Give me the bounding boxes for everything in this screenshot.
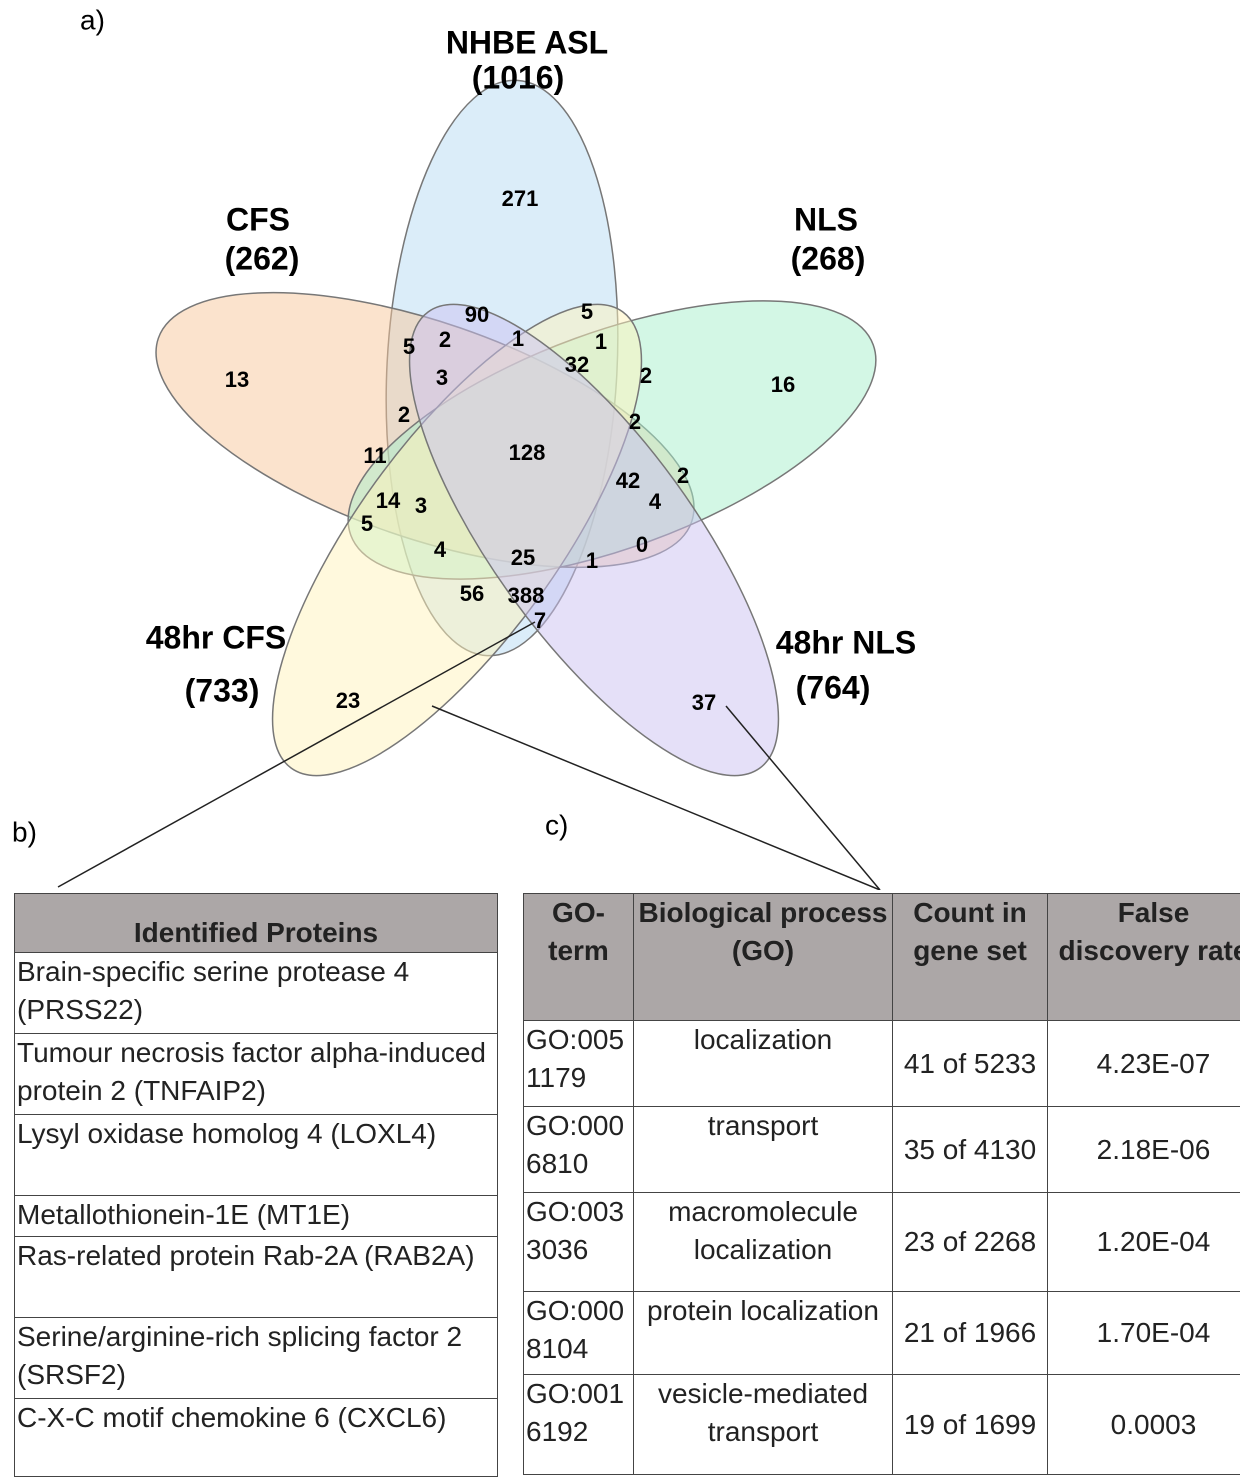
region-count: 32	[565, 352, 589, 377]
set-name: NLS	[794, 201, 858, 237]
go-cell: protein localization	[634, 1292, 893, 1375]
region-count: 5	[581, 299, 593, 324]
region-count: 2	[629, 409, 641, 434]
go-cell: 1.70E-04	[1048, 1292, 1240, 1375]
header-cell: False discovery rate	[1048, 894, 1240, 1021]
region-count: 23	[336, 688, 360, 713]
protein-cell: Metallothionein-1E (MT1E)	[15, 1196, 498, 1237]
go-cell: 23 of 2268	[893, 1193, 1048, 1292]
region-count: 16	[771, 372, 795, 397]
region-count: 5	[403, 334, 415, 359]
row: Metallothionein-1E (MT1E)	[15, 1196, 498, 1237]
protein-cell: Ras-related protein Rab-2A (RAB2A)	[15, 1237, 498, 1318]
panel-label: b)	[12, 816, 37, 847]
protein-cell: Serine/arginine-rich splicing factor 2 (…	[15, 1318, 498, 1399]
row: Brain-specific serine protease 4 (PRSS22…	[15, 953, 498, 1034]
go-cell: transport	[634, 1107, 893, 1193]
header-cell: Count in gene set	[893, 894, 1048, 1021]
set-name: NHBE ASL	[446, 24, 608, 60]
go-cell: 0.0003	[1048, 1375, 1240, 1475]
set-name: 48hr NLS	[776, 624, 916, 660]
region-count: 37	[692, 690, 716, 715]
region-count: 3	[415, 493, 427, 518]
set-name: CFS	[226, 201, 290, 237]
region-count: 2	[439, 327, 451, 352]
region-count: 4	[434, 537, 447, 562]
region-count: 1	[586, 548, 598, 573]
region-count: 271	[502, 186, 539, 211]
go-cell: macromolecule localization	[634, 1193, 893, 1292]
go-cell: GO:0033036	[524, 1193, 634, 1292]
region-count: 1	[595, 329, 607, 354]
set-count: (262)	[225, 240, 300, 276]
protein-cell: Brain-specific serine protease 4 (PRSS22…	[15, 953, 498, 1034]
region-count: 7	[534, 608, 546, 633]
protein-cell: Tumour necrosis factor alpha-induced pro…	[15, 1034, 498, 1115]
header-cell: Biological process (GO)	[634, 894, 893, 1021]
header-cell: Identified Proteins	[15, 894, 498, 953]
region-count: 90	[465, 302, 489, 327]
region-count: 14	[376, 488, 401, 513]
set-count: (1016)	[472, 59, 565, 95]
go-cell: 19 of 1699	[893, 1375, 1048, 1475]
row: Lysyl oxidase homolog 4 (LOXL4)	[15, 1115, 498, 1196]
region-count: 0	[636, 532, 648, 557]
region-count: 128	[509, 440, 546, 465]
go-cell: 2.18E-06	[1048, 1107, 1240, 1193]
panel-label: a)	[80, 4, 105, 35]
set-count: (268)	[791, 240, 866, 276]
go-cell: GO:0008104	[524, 1292, 634, 1375]
header-cell: GO-term	[524, 894, 634, 1021]
region-count: 42	[616, 468, 640, 493]
header-row: Identified Proteins	[15, 894, 498, 953]
go-cell: 41 of 5233	[893, 1021, 1048, 1107]
go-cell: 35 of 4130	[893, 1107, 1048, 1193]
region-count: 5	[361, 511, 373, 536]
region-count: 25	[511, 545, 535, 570]
row: Tumour necrosis factor alpha-induced pro…	[15, 1034, 498, 1115]
region-count: 388	[508, 583, 545, 608]
panel-label: c)	[545, 809, 568, 840]
go-cell: 21 of 1966	[893, 1292, 1048, 1375]
go-cell: GO:0016192	[524, 1375, 634, 1475]
go-cell: GO:0006810	[524, 1107, 634, 1193]
go-cell: GO:0051179	[524, 1021, 634, 1107]
set-name: 48hr CFS	[146, 619, 286, 655]
set-count: (764)	[796, 669, 871, 705]
venn-diagram: NHBE ASL(1016) CFS(262) NLS(268) 48hr CFS (7…	[0, 0, 1240, 890]
region-count: 2	[398, 402, 410, 427]
region-count: 2	[640, 363, 652, 388]
region-count: 3	[436, 365, 448, 390]
region-count: 2	[677, 463, 689, 488]
region-count: 56	[460, 581, 484, 606]
row: C-X-C motif chemokine 6 (CXCL6)	[15, 1399, 498, 1477]
go-cell: localization	[634, 1021, 893, 1107]
region-count: 1	[512, 326, 524, 351]
region-count: 11	[363, 443, 386, 468]
region-count: 4	[649, 489, 662, 514]
row: Ras-related protein Rab-2A (RAB2A)	[15, 1237, 498, 1318]
region-count: 13	[225, 367, 249, 392]
go-cell: vesicle-mediated transport	[634, 1375, 893, 1475]
connector	[726, 706, 880, 890]
go-cell: 1.20E-04	[1048, 1193, 1240, 1292]
go-cell: 4.23E-07	[1048, 1021, 1240, 1107]
row: Serine/arginine-rich splicing factor 2 (…	[15, 1318, 498, 1399]
protein-cell: Lysyl oxidase homolog 4 (LOXL4)	[15, 1115, 498, 1196]
protein-cell: C-X-C motif chemokine 6 (CXCL6)	[15, 1399, 498, 1477]
set-count: (733)	[185, 672, 260, 708]
